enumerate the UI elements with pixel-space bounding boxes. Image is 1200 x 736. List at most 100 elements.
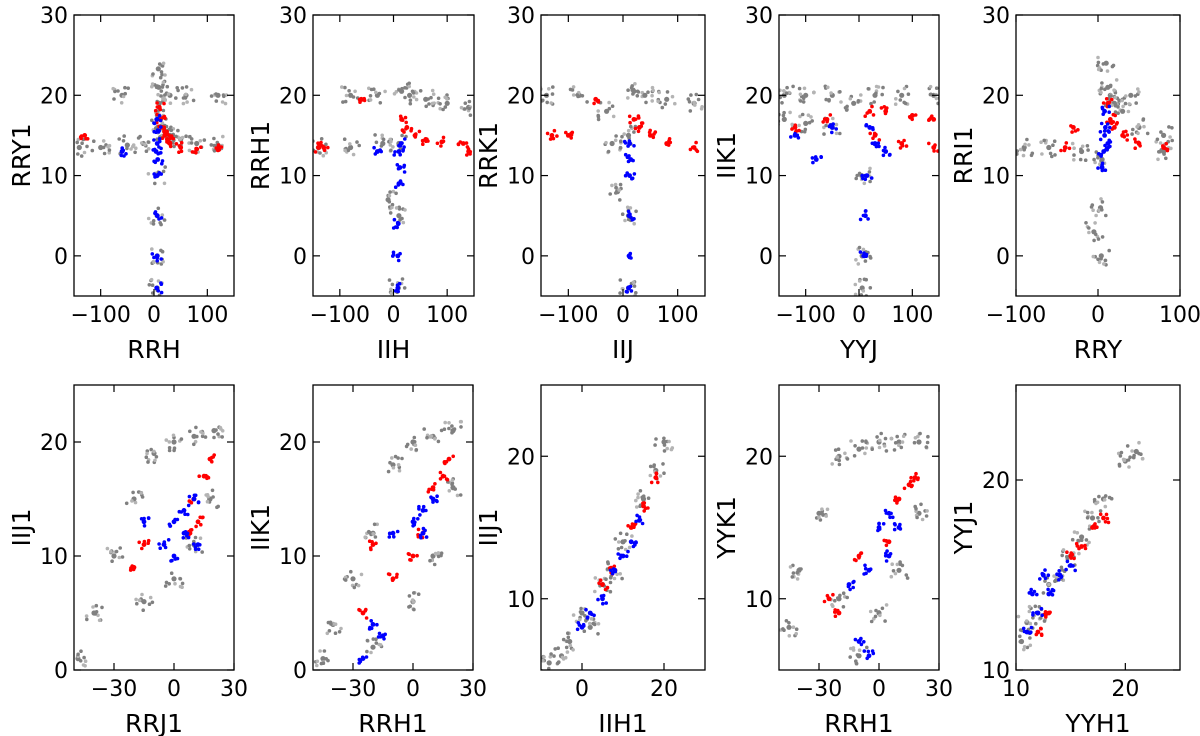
point-red-9 (82, 133, 88, 138)
point-gray-8-6 (1097, 208, 1101, 212)
point-gray-6-5 (85, 617, 89, 622)
point-gray-1-8 (410, 89, 415, 94)
point-gray-1-1 (644, 100, 648, 105)
point-gray-4-9 (371, 532, 376, 536)
point-red-5-2 (395, 572, 399, 577)
x-axis-label: RRH1 (824, 709, 893, 736)
point-gray-8-4 (379, 144, 384, 148)
point-blue-3-1 (1057, 569, 1061, 573)
point-blue-5-2 (848, 587, 852, 592)
point-blue-1-4 (631, 544, 636, 549)
y-tick-label: 20 (745, 84, 773, 109)
point-gray-11-9 (205, 499, 210, 504)
point-gray-9-9 (834, 131, 839, 136)
point-blue-1-1 (186, 503, 191, 508)
point-gray-3-4 (452, 427, 457, 431)
point-gray-11-2 (1079, 147, 1083, 151)
point-gray-10-6 (1090, 510, 1094, 515)
point-gray-3 (896, 439, 902, 445)
point-gray-7-5 (402, 286, 407, 290)
point-gray-2-3 (578, 617, 582, 622)
point-blue-2 (191, 496, 197, 502)
point-gray-2-2 (838, 90, 842, 94)
x-tick-label: 30 (925, 677, 953, 702)
point-gray-4-0 (1103, 504, 1108, 509)
point-gray-1-9 (568, 643, 573, 648)
point-blue-2-2 (892, 522, 897, 526)
point-blue-1 (1102, 133, 1107, 138)
point-red-7-0 (793, 123, 798, 127)
point-gray-0-8 (626, 88, 630, 92)
point-blue-5-4 (369, 619, 374, 623)
point-blue-1-3 (183, 512, 187, 516)
x-tick-label: 100 (186, 303, 228, 328)
point-gray-10-1 (854, 176, 858, 181)
point-red-4-4 (877, 138, 882, 142)
point-blue-5-3 (851, 585, 855, 590)
x-tick-label: 0 (1091, 303, 1105, 328)
point-red-6-3 (564, 130, 568, 135)
point-gray-4-5 (616, 547, 621, 551)
point-gray-6-4 (662, 436, 666, 441)
point-gray-11-0 (889, 574, 894, 579)
point-gray-14-0 (1136, 87, 1140, 91)
x-tick-label: 20 (650, 677, 678, 702)
point-blue-6-3 (1043, 576, 1048, 580)
point-gray-4-4 (632, 130, 636, 134)
point-red-4-4 (441, 135, 446, 140)
point-blue-0-2 (416, 517, 420, 521)
point-gray-4-9 (622, 132, 626, 136)
y-tick-label: 0 (521, 245, 535, 270)
point-blue-5-3 (590, 612, 594, 617)
point-blue-6-3 (377, 631, 382, 636)
point-gray-11-7 (210, 488, 215, 493)
point-blue-6-0 (1040, 571, 1045, 576)
points-layer (779, 84, 939, 296)
point-gray-0-9 (1028, 643, 1033, 648)
point-blue-4-4 (395, 283, 400, 288)
point-gray-12-9 (1039, 140, 1043, 144)
x-tick-label: 100 (426, 303, 468, 328)
point-gray-18-8 (123, 91, 127, 96)
point-red-4-3 (441, 139, 445, 143)
point-gray-3-3 (1087, 540, 1091, 545)
point-blue-0-1 (877, 521, 881, 526)
points-layer (1016, 440, 1145, 652)
point-gray-0-9 (1096, 67, 1101, 72)
point-red-7-3 (192, 150, 197, 154)
point-gray-18-7 (112, 97, 116, 101)
point-gray-10-7 (877, 610, 881, 614)
x-tick-label: 100 (1159, 303, 1200, 328)
y-axis-label: RRI1 (949, 126, 978, 184)
point-gray-7-9 (1024, 619, 1029, 623)
point-blue-0-4 (871, 127, 875, 132)
point-red-5-4 (386, 572, 391, 576)
point-gray-2 (664, 96, 670, 102)
point-gray-6-4 (934, 86, 939, 90)
point-gray-12-7 (1051, 143, 1055, 147)
point-gray-4-5 (463, 107, 467, 111)
point-gray-0-2 (779, 95, 782, 100)
y-tick-label: 10 (745, 165, 773, 190)
point-gray-10-7 (1087, 226, 1091, 230)
point-gray-1-9 (798, 92, 803, 97)
point-gray-7-7 (319, 661, 324, 666)
point-gray-6-5 (797, 567, 802, 571)
point-blue-5 (141, 519, 147, 525)
point-gray-0-7 (157, 62, 162, 66)
y-tick-label: 20 (507, 84, 535, 109)
point-gray-2-7 (879, 431, 883, 436)
point-gray-8-2 (135, 601, 139, 606)
point-blue-1-2 (393, 185, 398, 189)
point-gray-9-9 (348, 142, 352, 146)
y-tick-label: 20 (507, 445, 535, 470)
point-gray-4-9 (623, 547, 628, 552)
point-gray-13-3 (391, 189, 396, 194)
point-blue-7-0 (364, 655, 369, 659)
point-gray-8-0 (571, 85, 576, 89)
point-gray-13-9 (390, 205, 394, 210)
point-gray-8-6 (148, 595, 153, 600)
point-red-8-3 (214, 146, 218, 150)
point-gray-6 (1161, 132, 1167, 138)
